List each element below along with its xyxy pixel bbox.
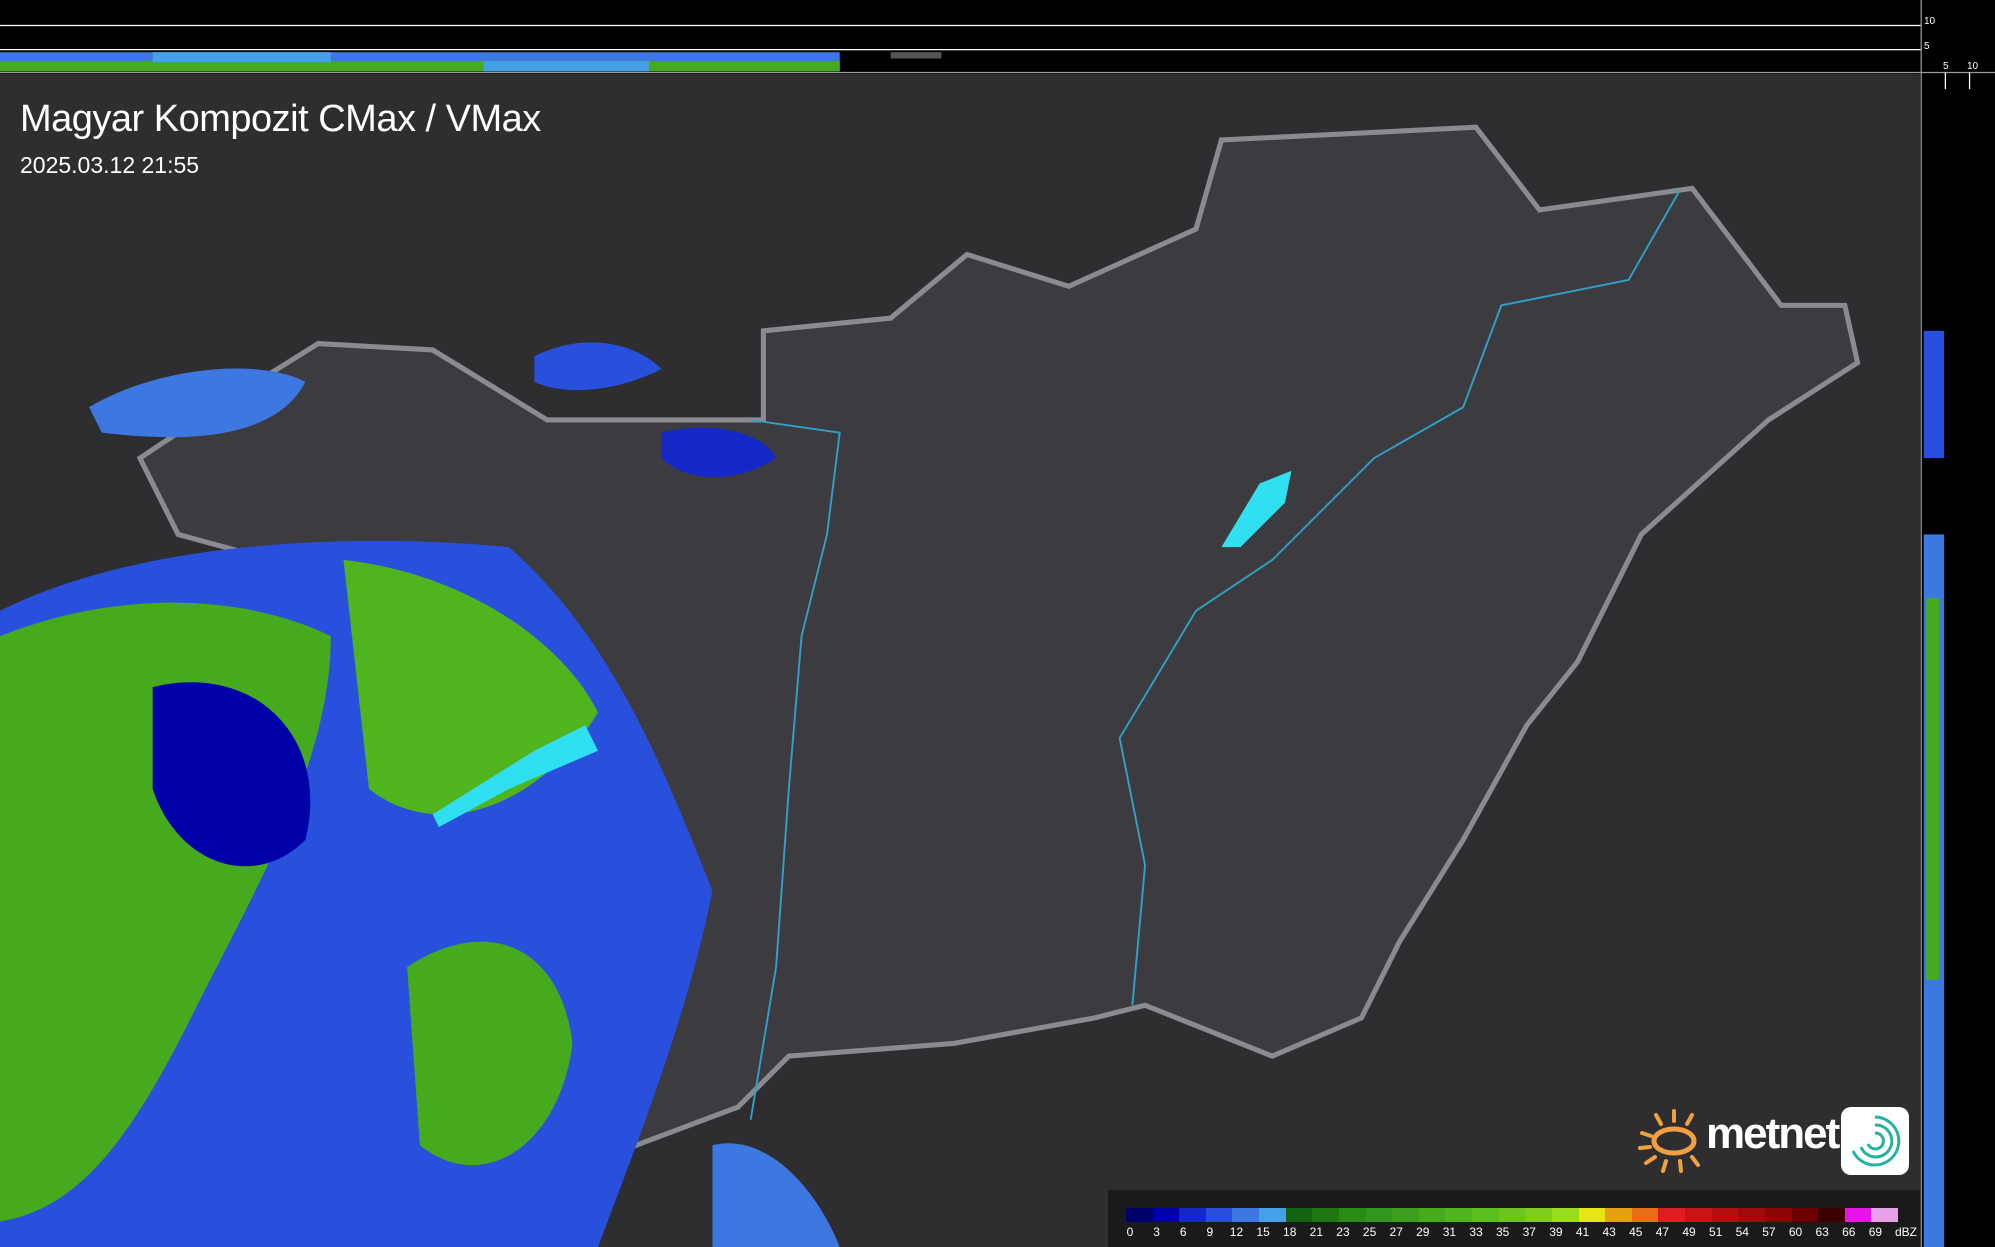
lake-tisza bbox=[1221, 470, 1292, 548]
legend-label: 41 bbox=[1575, 1225, 1590, 1239]
legend-label: 60 bbox=[1788, 1225, 1803, 1239]
bottom-tick-5: 5 bbox=[1943, 61, 1949, 72]
bottom-tick-10: 10 bbox=[1967, 61, 1979, 72]
map-title: Magyar Kompozit CMax / VMax bbox=[20, 98, 541, 140]
legend-swatch bbox=[1365, 1208, 1393, 1222]
legend-swatch bbox=[1312, 1208, 1340, 1222]
legend-swatch bbox=[1259, 1208, 1287, 1222]
legend-label: 43 bbox=[1602, 1225, 1616, 1239]
legend-swatch bbox=[1445, 1208, 1473, 1222]
logo-text: metnet bbox=[1706, 1109, 1840, 1158]
legend-swatch bbox=[1525, 1208, 1553, 1222]
legend-label: 25 bbox=[1362, 1225, 1377, 1239]
legend-label: 15 bbox=[1256, 1225, 1270, 1239]
legend-label: 33 bbox=[1469, 1225, 1483, 1239]
legend-label: 69 bbox=[1868, 1225, 1883, 1239]
metnet-logo: metnet bbox=[1636, 1103, 1911, 1178]
legend-label: 31 bbox=[1442, 1225, 1457, 1239]
dbz-legend: 0 3 6 9 12 15 18 21 23 25 27 29 31 33 35 37 39 41 43 45 47 49… bbox=[1108, 1190, 1920, 1247]
legend-label: 23 bbox=[1336, 1225, 1350, 1239]
legend-swatch bbox=[1578, 1208, 1606, 1222]
right-profile-strip bbox=[1923, 330, 1945, 459]
rivers bbox=[749, 190, 1681, 1120]
legend-swatch bbox=[1764, 1208, 1792, 1222]
legend-unit: dBZ bbox=[1894, 1225, 1918, 1239]
legend-label: 21 bbox=[1309, 1225, 1324, 1239]
legend-swatch bbox=[1126, 1208, 1154, 1222]
legend-swatch bbox=[1338, 1208, 1367, 1222]
legend-swatch bbox=[1232, 1208, 1260, 1222]
legend-label: 45 bbox=[1629, 1225, 1643, 1239]
legend-label: 0 bbox=[1126, 1225, 1134, 1239]
legend-swatch bbox=[1738, 1208, 1766, 1222]
legend-label: 57 bbox=[1762, 1225, 1776, 1239]
legend-swatch bbox=[1472, 1208, 1500, 1222]
legend-label: 12 bbox=[1229, 1225, 1244, 1239]
legend-label: 66 bbox=[1842, 1225, 1856, 1239]
legend-swatch bbox=[1818, 1208, 1846, 1222]
legend-swatch bbox=[1285, 1208, 1313, 1222]
legend-label: 27 bbox=[1389, 1225, 1403, 1239]
legend-label: 37 bbox=[1522, 1225, 1536, 1239]
legend-label: 29 bbox=[1416, 1225, 1430, 1239]
legend-label: 6 bbox=[1179, 1225, 1187, 1239]
swirl-icon bbox=[1841, 1107, 1909, 1175]
legend-label: 35 bbox=[1496, 1225, 1510, 1239]
legend-swatch bbox=[1418, 1208, 1446, 1222]
legend-swatch bbox=[1392, 1208, 1420, 1222]
legend-swatch bbox=[1871, 1208, 1899, 1222]
legend-label: 18 bbox=[1283, 1225, 1297, 1239]
legend-swatch bbox=[1791, 1208, 1819, 1222]
legend-swatch bbox=[1551, 1208, 1580, 1222]
legend-swatch bbox=[1152, 1208, 1180, 1222]
legend-swatch bbox=[1605, 1208, 1633, 1222]
legend-swatch bbox=[1179, 1208, 1207, 1222]
rain-echoes bbox=[0, 342, 840, 1247]
legend-swatch bbox=[1658, 1208, 1686, 1222]
sun-icon bbox=[1638, 1109, 1700, 1173]
legend-label: 51 bbox=[1708, 1225, 1723, 1239]
legend-swatch bbox=[1844, 1208, 1872, 1222]
legend-label: 49 bbox=[1682, 1225, 1696, 1239]
side-tick-5: 5 bbox=[1924, 41, 1930, 52]
legend-label: 39 bbox=[1549, 1225, 1563, 1239]
legend-label: 54 bbox=[1735, 1225, 1749, 1239]
legend-label: 63 bbox=[1815, 1225, 1829, 1239]
legend-label: 9 bbox=[1206, 1225, 1214, 1239]
legend-swatch bbox=[1498, 1208, 1526, 1222]
timestamp: 2025.03.12 21:55 bbox=[20, 152, 200, 178]
lake-balaton bbox=[432, 725, 598, 828]
legend-label: 3 bbox=[1153, 1225, 1160, 1239]
legend-swatch bbox=[1205, 1208, 1233, 1222]
legend-swatch bbox=[1631, 1208, 1659, 1222]
legend-label: 47 bbox=[1655, 1225, 1670, 1239]
legend-swatch bbox=[1685, 1208, 1713, 1222]
legend-swatch bbox=[1711, 1208, 1739, 1222]
side-tick-10: 10 bbox=[1924, 16, 1936, 27]
